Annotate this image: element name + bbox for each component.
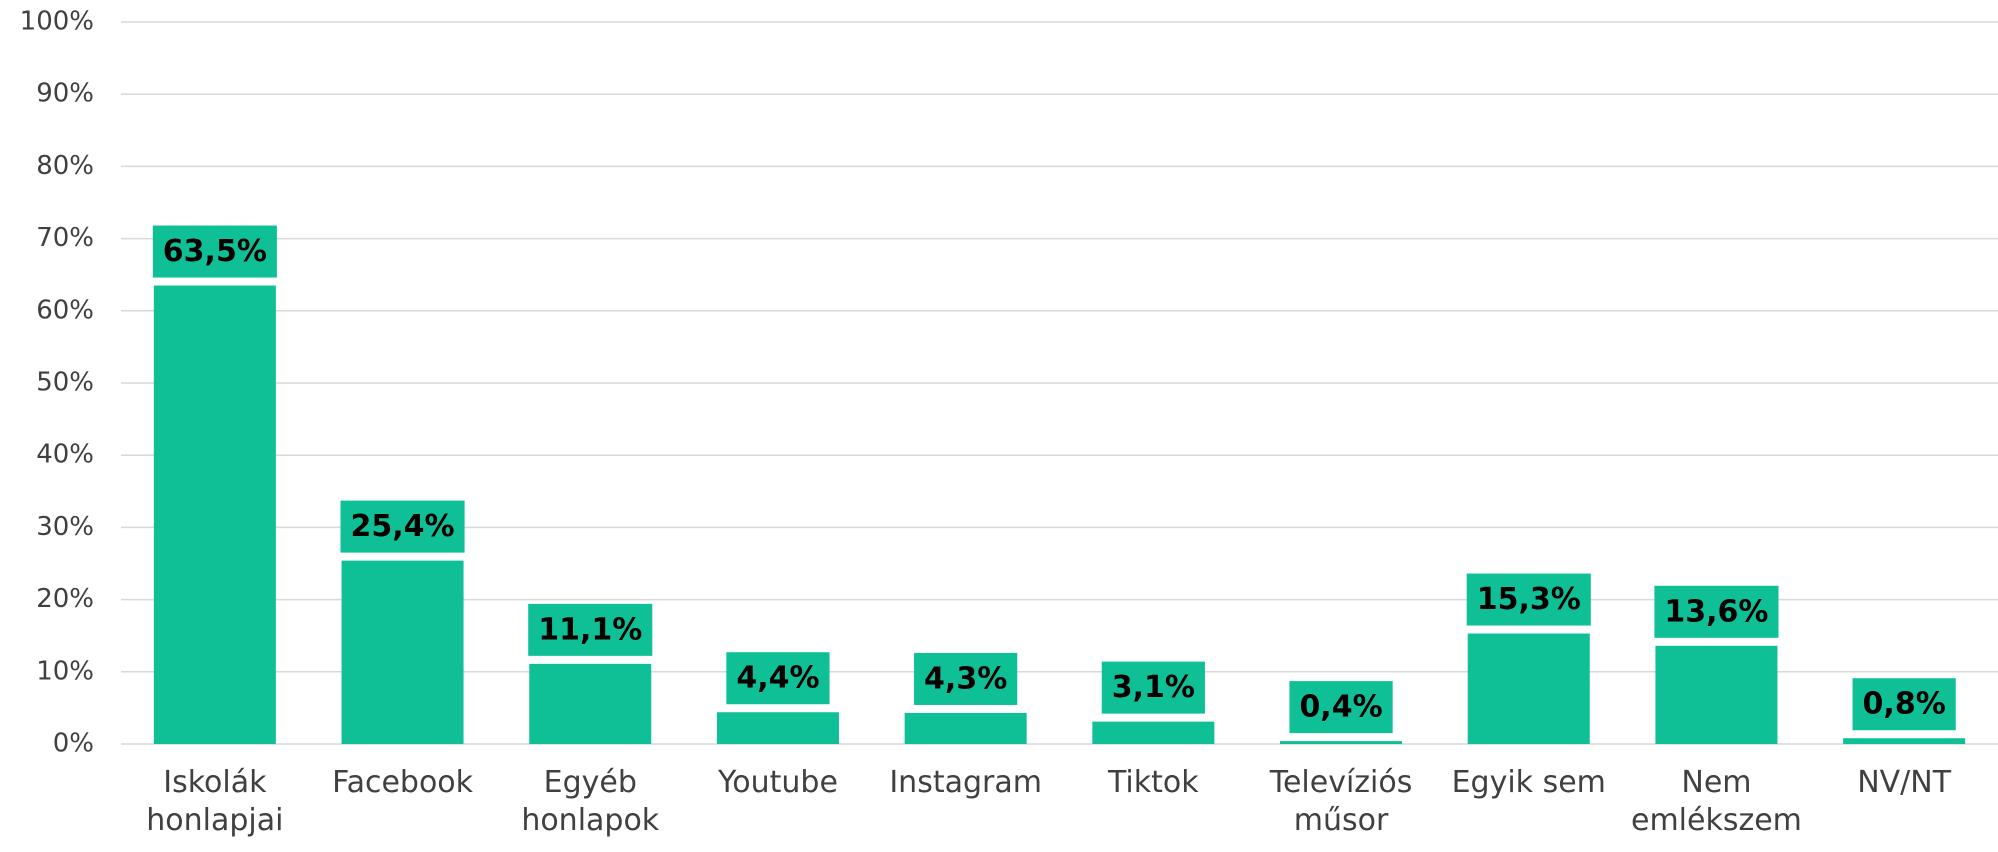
value-label: 0,4% (1299, 690, 1382, 725)
y-tick-label: 90% (36, 79, 94, 109)
value-label-box (914, 652, 1018, 705)
value-label: 11,1% (538, 612, 642, 647)
x-tick-label: Instagram (889, 765, 1042, 800)
x-tick-label: Tiktok (1108, 765, 1199, 800)
y-tick-label: 80% (36, 151, 94, 181)
x-tick-label: NV/NT (1857, 765, 1952, 800)
y-tick-label: 50% (36, 368, 94, 398)
x-tick-label: Egyik sem (1451, 765, 1606, 800)
x-tick-label: Youtube (717, 765, 838, 800)
x-tick-label: Televíziós műsor (1269, 765, 1413, 838)
value-label-box (1654, 585, 1779, 638)
value-label: 0,8% (1863, 687, 1946, 722)
value-label-box (340, 500, 465, 553)
value-label-box (1101, 661, 1205, 714)
bar (716, 712, 839, 744)
value-label-box (528, 603, 653, 656)
bar (1280, 741, 1403, 744)
x-tick-label: Nem emlékszem (1630, 765, 1802, 838)
bar (153, 285, 276, 744)
y-tick-label: 70% (36, 223, 94, 253)
value-label-box (1289, 681, 1393, 734)
x-tick-label: Facebook (332, 765, 474, 800)
value-label: 63,5% (163, 234, 267, 269)
value-label: 13,6% (1664, 594, 1768, 629)
x-tick-label: Iskolák honlapjai (146, 765, 284, 838)
value-label: 3,1% (1112, 670, 1195, 705)
y-tick-label: 40% (36, 440, 94, 470)
y-tick-label: 10% (36, 656, 94, 686)
y-tick-label: 20% (36, 584, 94, 614)
bar (529, 663, 652, 744)
y-tick-label: 60% (36, 295, 94, 325)
value-label-box (1466, 573, 1591, 626)
bar (1843, 738, 1966, 744)
value-label: 4,4% (736, 661, 819, 696)
bar (904, 712, 1027, 744)
bar (1092, 721, 1215, 744)
bar (341, 560, 464, 744)
value-label: 4,3% (924, 661, 1007, 696)
value-label-box (1852, 678, 1956, 731)
bar (1467, 633, 1590, 744)
x-tick-label: Egyéb honlapok (521, 765, 660, 838)
bar (1655, 645, 1778, 744)
y-tick-label: 0% (53, 729, 94, 759)
value-label: 25,4% (351, 509, 455, 544)
y-tick-label: 30% (36, 512, 94, 542)
value-label: 15,3% (1477, 582, 1581, 617)
y-tick-label: 100% (20, 7, 94, 37)
value-label-box (152, 225, 277, 278)
value-label-box (726, 652, 830, 705)
